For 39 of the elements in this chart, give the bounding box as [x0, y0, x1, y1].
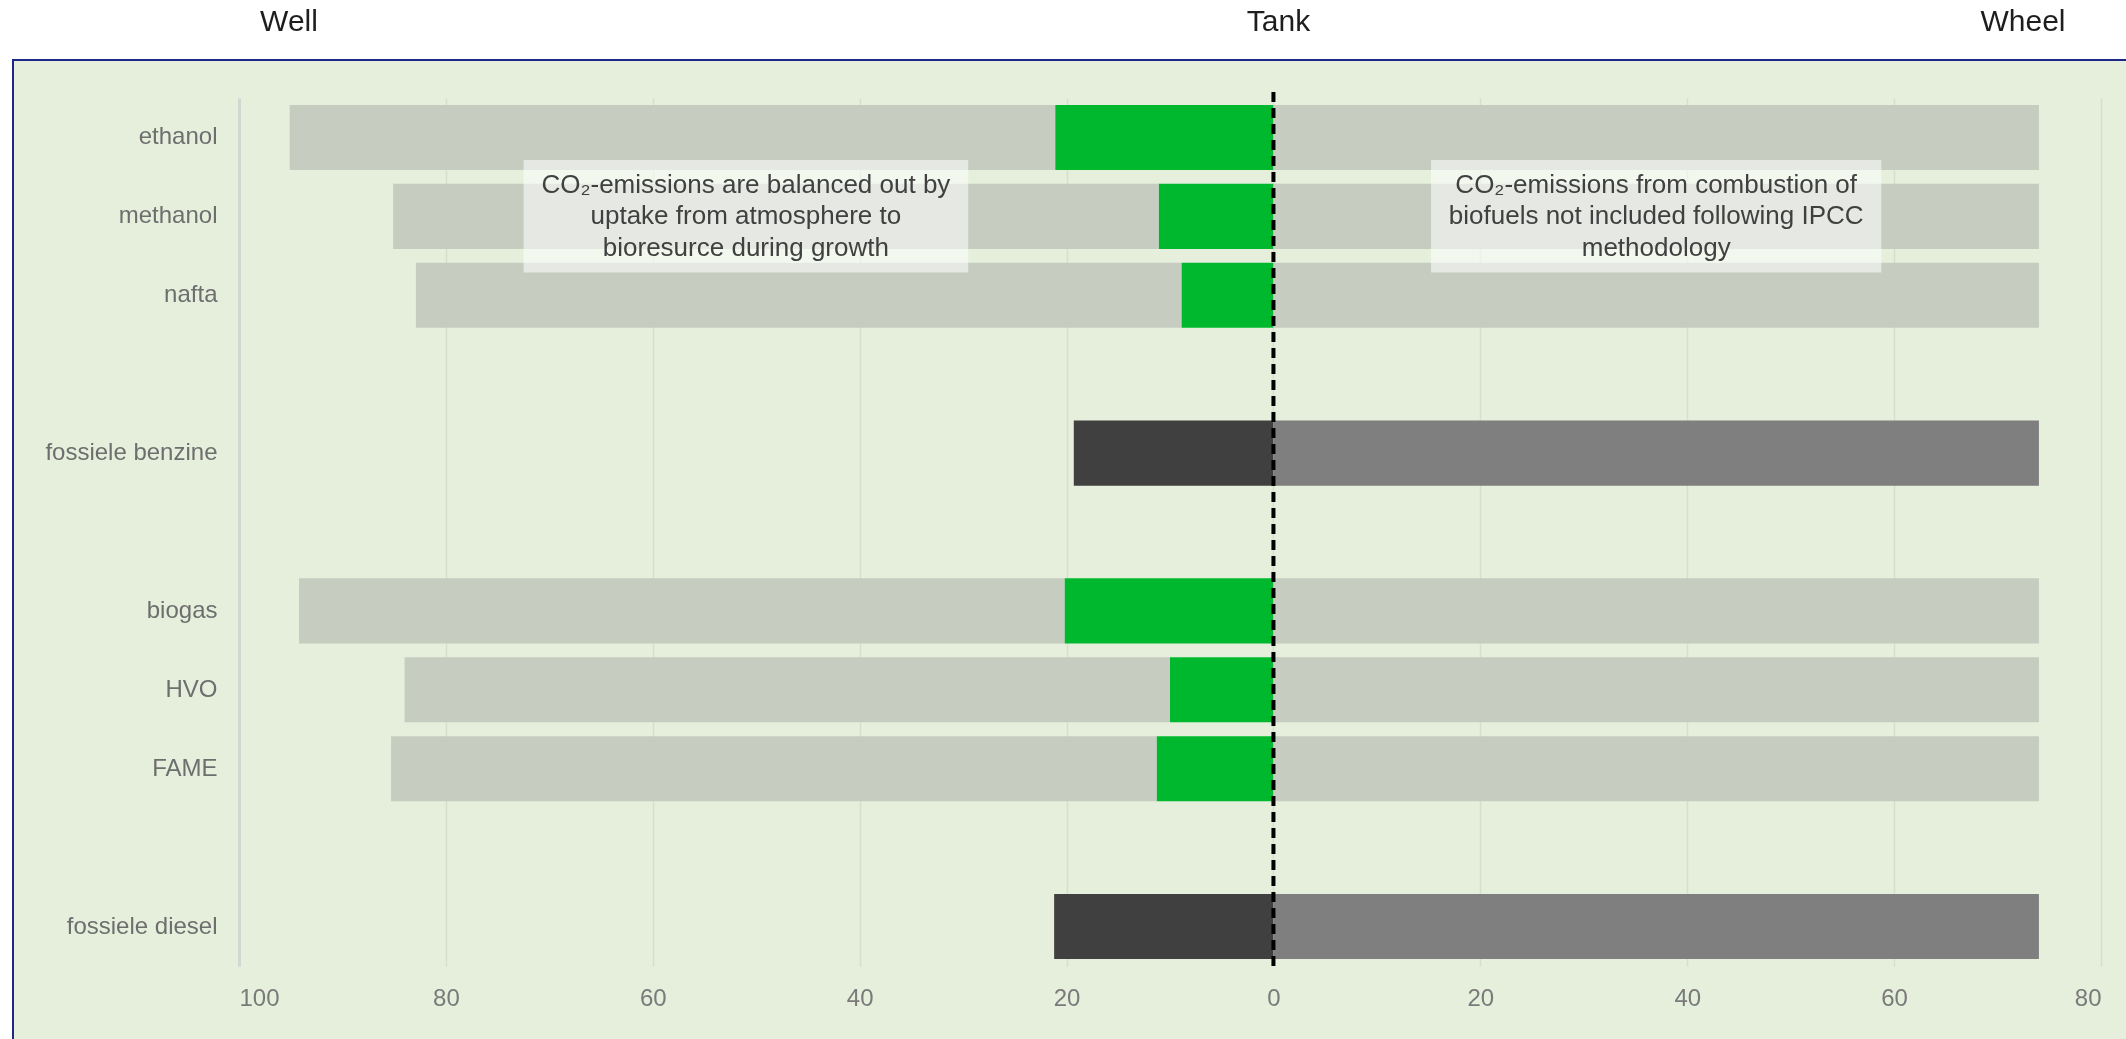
x-tick-label: 20: [1053, 983, 1081, 1011]
x-tick-label: 20: [1467, 983, 1495, 1011]
y-tick-label: FAME: [152, 753, 218, 781]
bar: [1273, 578, 2039, 644]
bar: [299, 578, 1065, 644]
bar: [404, 657, 1170, 723]
text: Well: [260, 4, 318, 37]
x-tick-label: 40: [846, 983, 874, 1011]
bar: [1054, 894, 1274, 960]
bar: [1064, 578, 1274, 644]
bar: [1073, 420, 1274, 486]
y-tick-label: methanol: [118, 201, 218, 229]
x-tick-label: 80: [2074, 983, 2102, 1011]
bar: [1273, 736, 2039, 802]
bar: [1273, 657, 2039, 723]
bar: [1158, 183, 1274, 249]
y-tick-label: fossiele diesel: [66, 911, 218, 939]
bar: [1273, 420, 2039, 486]
annotation: CO₂-emissions are balanced out by uptake from atmosphere to bioresurce during growth: [541, 168, 951, 262]
text: Wheel: [1980, 4, 2066, 37]
annotation: CO₂-emissions from combustion of biofuels not included following IPCC methodology: [1448, 168, 1864, 262]
bar: [1170, 657, 1274, 723]
y-tick-label: fossiele benzine: [45, 438, 218, 466]
x-tick-label: 60: [639, 983, 667, 1011]
bar: [1156, 736, 1274, 802]
bar: [1181, 262, 1274, 328]
bar: [391, 736, 1157, 802]
ref-line-label: Tank: [1246, 4, 1312, 37]
bar: [1055, 104, 1274, 170]
y-tick-label: nafta: [164, 280, 219, 308]
x-tick-label: 80: [433, 983, 460, 1011]
x-tick-label: 40: [1674, 983, 1702, 1011]
y-tick-label: biogas: [146, 595, 218, 623]
x-tick-label: 0: [1267, 983, 1281, 1011]
y-tick-label: HVO: [165, 674, 218, 702]
x-tick-label: 60: [1881, 983, 1908, 1011]
x-tick-label: 100: [239, 983, 280, 1011]
y-tick-label: ethanol: [138, 122, 218, 150]
bar: [1273, 894, 2039, 960]
